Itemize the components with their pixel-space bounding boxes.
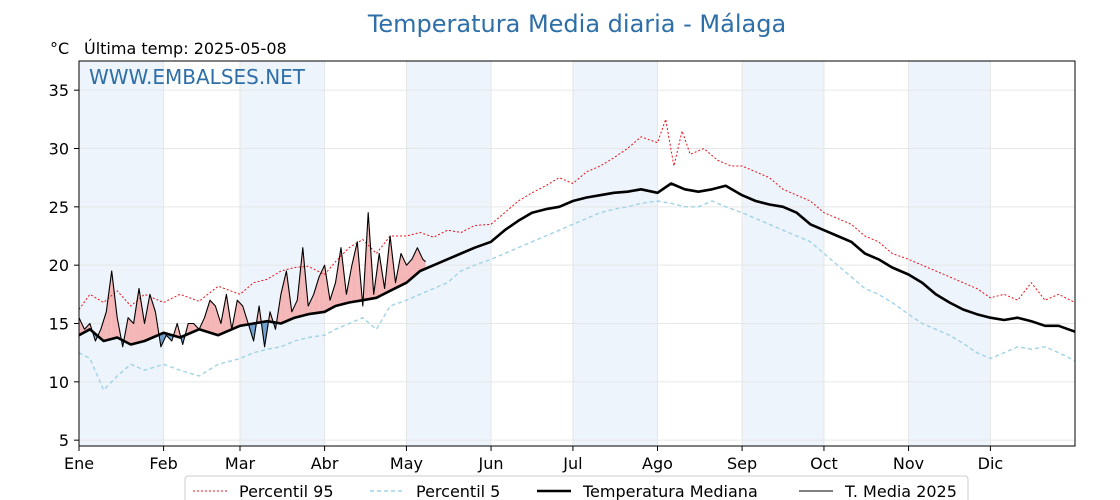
- last-temp-label: Última temp: 2025-05-08: [84, 39, 287, 58]
- x-tick-label-ene: Ene: [64, 454, 94, 473]
- anomaly-segment-25: [209, 300, 216, 335]
- x-tick-label-dic: Dic: [978, 454, 1004, 473]
- month-band-4: [742, 61, 824, 446]
- x-tick-label-jun: Jun: [478, 454, 504, 473]
- anomaly-segment-26: [215, 306, 221, 335]
- legend-box: [184, 475, 969, 500]
- legend-label-p5: Percentil 5: [416, 482, 500, 500]
- x-axis: Ene Feb Mar Abr May Jun Jul Ago Sep Oct Nov Dic: [64, 446, 1003, 473]
- anomaly-segment-40: [291, 300, 298, 319]
- y-tick-label-5: 5: [59, 431, 69, 450]
- x-tick-label-sep: Sep: [727, 454, 757, 473]
- anomaly-segment-38: [280, 271, 287, 324]
- chart-title: Temperatura Media diaria - Málaga: [367, 10, 786, 38]
- series-line-median: [78, 182, 1076, 346]
- anomaly-segment-48: [335, 247, 341, 306]
- anomaly-segment-45: [319, 265, 325, 313]
- anomaly-segment-14: [149, 294, 156, 339]
- x-tick-label-nov: Nov: [893, 454, 924, 473]
- y-tick-label-30: 30: [49, 140, 69, 159]
- anomaly-segment-6: [106, 271, 112, 341]
- anomaly-segment-10: [128, 317, 134, 344]
- y-tick-label-25: 25: [49, 198, 69, 217]
- anomaly-segment-7: [111, 271, 118, 339]
- legend-label-p95: Percentil 95: [239, 482, 334, 500]
- watermark: WWW.EMBALSES.NET: [89, 65, 306, 89]
- anomaly-segment-61: [406, 259, 412, 283]
- anomaly-segment-13: [144, 294, 150, 341]
- y-tick-label-10: 10: [49, 373, 69, 392]
- anomaly-segment-51: [351, 241, 358, 303]
- month-bands: [79, 61, 991, 446]
- series-line-p5: [78, 200, 1076, 391]
- month-band-1: [239, 61, 325, 446]
- y-tick-label-35: 35: [49, 81, 69, 100]
- anomaly-segment-47: [330, 282, 336, 309]
- month-band-0: [79, 61, 164, 446]
- x-tick-label-may: May: [390, 454, 423, 473]
- month-band-3: [572, 61, 658, 446]
- unit-label: °C: [50, 39, 69, 58]
- anomaly-segment-64: [422, 259, 426, 270]
- legend-label-median: Temperatura Mediana: [582, 482, 758, 500]
- y-tick-label-15: 15: [49, 315, 69, 334]
- series-line-current: [78, 212, 426, 348]
- anomaly-segment-30: [237, 300, 243, 327]
- series-lines: [78, 118, 1076, 391]
- y-tick-label-20: 20: [49, 256, 69, 275]
- x-tick-label-jul: Jul: [562, 454, 582, 473]
- y-axis: 5 10 15 20 25 30 35: [49, 81, 79, 450]
- x-tick-label-abr: Abr: [311, 454, 339, 473]
- anomaly-segment-12: [139, 288, 145, 343]
- anomaly-segment-62: [411, 247, 418, 278]
- plot-frame: [78, 60, 1076, 447]
- anomaly-segment-44: [313, 276, 320, 314]
- x-tick-label-ago: Ago: [642, 454, 673, 473]
- legend: Percentil 95 Percentil 5 Temperatura Media…: [184, 475, 969, 500]
- legend-label-current: T. Media 2025: [844, 482, 957, 500]
- x-tick-label-mar: Mar: [225, 454, 256, 473]
- anomaly-segment-11: [133, 288, 140, 344]
- anomaly-segment-1: [79, 317, 85, 336]
- x-tick-label-oct: Oct: [810, 454, 838, 473]
- month-band-5: [908, 61, 991, 446]
- x-tick-label-feb: Feb: [149, 454, 177, 473]
- anomaly-segment-60: [400, 253, 407, 286]
- anomaly-segment-63: [417, 247, 423, 274]
- anomaly-segment-24: [204, 300, 210, 333]
- anomaly-segment-43: [308, 294, 314, 315]
- anomaly-segment-5: [100, 311, 107, 341]
